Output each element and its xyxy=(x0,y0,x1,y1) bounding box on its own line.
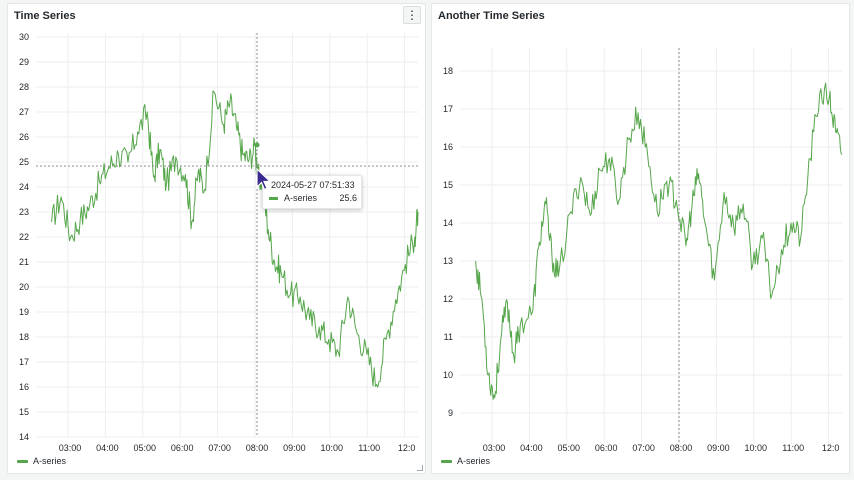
y-tick-label: 12 xyxy=(443,294,453,304)
y-tick-label: 28 xyxy=(19,82,29,92)
y-tick-label: 11 xyxy=(444,332,453,342)
another-time-series-panel[interactable]: Another Time Series 18 17 16 15 14 13 12 11 10 9 0… xyxy=(431,3,850,474)
y-tick-label: 21 xyxy=(19,257,29,267)
another-time-series-chart[interactable]: 18 17 16 15 14 13 12 11 10 9 03:00 04:00 05:00 06:00 0… xyxy=(432,4,851,475)
time-series-chart[interactable]: 30 29 28 27 26 25 24 23 22 21 20 19 18 17 16 15 14 03:00 0… xyxy=(8,4,427,475)
tooltip-value: 25.6 xyxy=(339,193,357,203)
x-tick-label: 05:00 xyxy=(558,443,581,453)
y-tick-label: 27 xyxy=(19,107,29,117)
y-tick-label: 17 xyxy=(19,357,29,367)
tooltip-timestamp: 2024-05-27 07:51:33 xyxy=(271,180,355,190)
panel-title: Another Time Series xyxy=(438,10,545,22)
mouse-pointer-icon xyxy=(256,168,272,191)
time-series-panel[interactable]: Time Series ⋮ 30 29 28 27 26 25 24 23 22 21 20 19 18… xyxy=(7,3,426,474)
x-tick-label: 11:00 xyxy=(782,443,804,453)
y-tick-label: 15 xyxy=(443,180,453,190)
x-tick-label: 09:00 xyxy=(707,443,730,453)
series-line[interactable] xyxy=(475,82,843,400)
series-line[interactable] xyxy=(51,90,419,388)
x-tick-label: 08:00 xyxy=(670,443,693,453)
x-tick-label: 06:00 xyxy=(171,443,194,453)
y-tick-label: 18 xyxy=(443,66,453,76)
panel-resize-handle[interactable] xyxy=(417,465,423,471)
hover-point xyxy=(254,142,260,148)
legend-label: A-series xyxy=(33,456,67,466)
y-tick-label: 14 xyxy=(443,218,453,228)
y-tick-label: 25 xyxy=(19,157,29,167)
y-tick-label: 22 xyxy=(19,232,29,242)
hover-tooltip: 2024-05-27 07:51:33 A-series 25.6 xyxy=(262,175,362,209)
x-tick-label: 06:00 xyxy=(595,443,618,453)
x-tick-label: 09:00 xyxy=(283,443,306,453)
y-tick-label: 17 xyxy=(443,104,453,114)
panel-menu-button[interactable]: ⋮ xyxy=(403,6,421,24)
x-tick-label: 11:00 xyxy=(358,443,380,453)
y-tick-label: 26 xyxy=(19,132,29,142)
legend-color-swatch xyxy=(17,459,28,463)
y-tick-label: 23 xyxy=(19,207,29,217)
tooltip-color-swatch xyxy=(269,196,278,200)
x-tick-label: 07:00 xyxy=(632,443,655,453)
x-tick-label: 04:00 xyxy=(96,443,119,453)
y-tick-label: 16 xyxy=(443,142,453,152)
y-tick-label: 29 xyxy=(19,57,29,67)
tooltip-series-name: A-series xyxy=(284,193,318,203)
x-tick-label: 07:00 xyxy=(208,443,231,453)
x-tick-label: 10:00 xyxy=(321,443,344,453)
x-tick-label: 08:00 xyxy=(246,443,269,453)
legend-item[interactable]: A-series xyxy=(17,456,66,466)
x-tick-label: 10:00 xyxy=(745,443,768,453)
tooltip-series-row: A-series 25.6 xyxy=(269,193,357,203)
legend-item[interactable]: A-series xyxy=(441,456,490,466)
x-tick-label: 12:0 xyxy=(398,443,416,453)
y-tick-label: 14 xyxy=(19,432,29,442)
x-tick-label: 12:0 xyxy=(822,443,840,453)
legend-color-swatch xyxy=(441,459,452,463)
x-tick-label: 03:00 xyxy=(483,443,506,453)
y-tick-label: 18 xyxy=(19,332,29,342)
y-tick-label: 16 xyxy=(19,382,29,392)
y-tick-label: 10 xyxy=(443,370,453,380)
y-tick-label: 20 xyxy=(19,282,29,292)
y-tick-label: 15 xyxy=(19,407,29,417)
x-tick-label: 04:00 xyxy=(520,443,543,453)
y-tick-label: 13 xyxy=(443,256,453,266)
y-tick-label: 30 xyxy=(19,32,29,42)
x-tick-label: 03:00 xyxy=(59,443,82,453)
y-tick-label: 19 xyxy=(19,307,29,317)
y-tick-label: 24 xyxy=(19,182,29,192)
panel-title: Time Series xyxy=(14,10,76,22)
legend-label: A-series xyxy=(457,456,491,466)
y-tick-label: 9 xyxy=(448,408,453,418)
x-tick-label: 05:00 xyxy=(134,443,157,453)
